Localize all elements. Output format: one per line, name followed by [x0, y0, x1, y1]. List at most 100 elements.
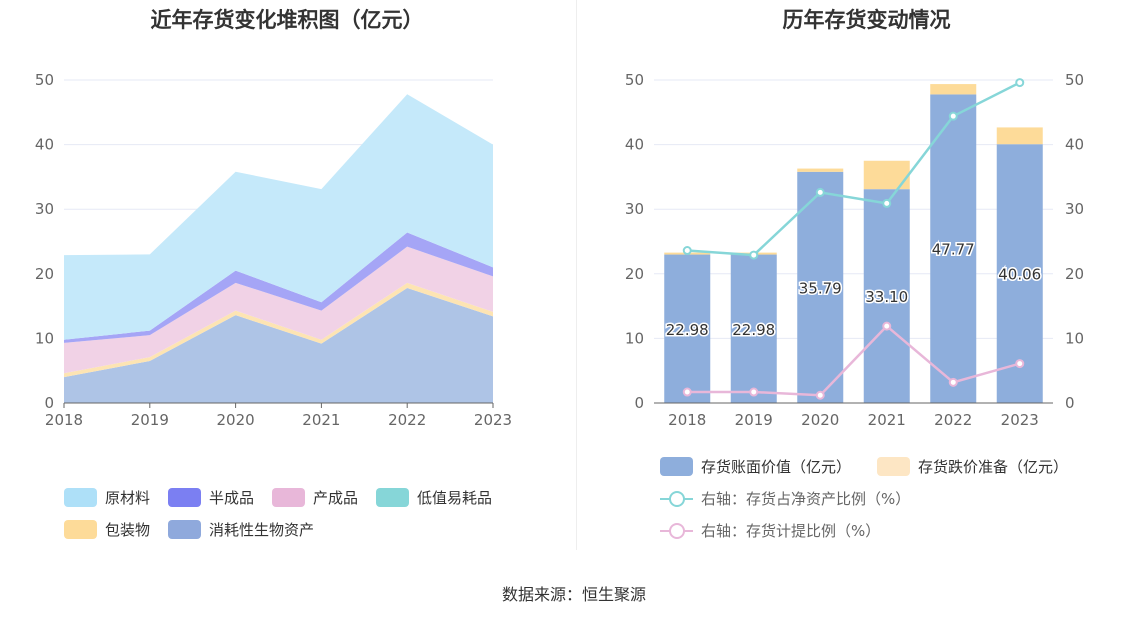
left-y-tick-0: 0 — [44, 394, 54, 412]
legend-marker — [669, 491, 685, 507]
right-y-left-tick-0: 0 — [634, 394, 644, 412]
right-y-right-tick-20: 20 — [1065, 265, 1084, 283]
bar-value-label-2022: 47.77 — [932, 241, 975, 259]
right-y-right-tick-40: 40 — [1065, 136, 1084, 154]
legend-label: 存货账面价值（亿元） — [701, 458, 852, 476]
left-y-tick-30: 30 — [35, 200, 54, 218]
line-point-0-2021 — [882, 198, 892, 208]
bar-0-2022 — [930, 94, 977, 404]
right-x-tick-2020: 2020 — [801, 411, 839, 429]
right-y-left-tick-30: 30 — [625, 200, 644, 218]
legend-swatch — [64, 488, 97, 507]
right-y-right-tick-0: 0 — [1065, 394, 1075, 412]
right-x-tick-2019: 2019 — [735, 411, 773, 429]
line-point-1-2018 — [682, 387, 692, 397]
right-y-right-tick-30: 30 — [1065, 200, 1084, 218]
right-x-tick-2022: 2022 — [934, 411, 972, 429]
legend-label: 原材料 — [105, 489, 151, 507]
left-x-tick-2018: 2018 — [45, 411, 83, 429]
area-series-3 — [64, 246, 493, 374]
bar-1-2023 — [996, 127, 1043, 145]
left-y-tick-40: 40 — [35, 136, 54, 154]
legend-label: 低值易耗品 — [417, 489, 493, 507]
left-x-tick-2022: 2022 — [388, 411, 426, 429]
right-legend-item[interactable]: 右轴：存货占净资产比例（%） — [660, 488, 910, 509]
panel-divider — [576, 0, 577, 550]
legend-swatch — [877, 457, 910, 476]
line-point-0-2019 — [749, 250, 759, 260]
line-point-0-2022 — [948, 111, 958, 121]
line-point-1-2022 — [948, 377, 958, 387]
bar-0-2020 — [797, 171, 844, 403]
left-x-tick-2023: 2023 — [474, 411, 512, 429]
legend-swatch — [272, 488, 305, 507]
left-x-tick-2021: 2021 — [302, 411, 340, 429]
bar-value-label-2018: 22.98 — [666, 321, 709, 339]
legend-label: 产成品 — [313, 489, 359, 507]
bar-value-label-2019: 22.98 — [732, 321, 775, 339]
legend-swatch — [168, 520, 201, 539]
legend-swatch — [376, 488, 409, 507]
right-legend-item[interactable]: 存货跌价准备（亿元） — [877, 456, 1068, 477]
area-series-4 — [64, 232, 493, 343]
line-point-1-2023 — [1015, 359, 1025, 369]
bar-1-2022 — [930, 84, 977, 95]
area-series-5 — [64, 94, 493, 340]
left-legend-item[interactable]: 原材料 — [64, 487, 150, 508]
legend-label: 右轴：存货计提比例（%） — [701, 522, 881, 540]
line-point-0-2023 — [1015, 78, 1025, 88]
bar-1-2021 — [863, 160, 910, 190]
left-legend-item[interactable]: 低值易耗品 — [376, 487, 492, 508]
line-point-1-2020 — [815, 390, 825, 400]
line-series-0 — [687, 81, 1021, 257]
bar-value-label-2023: 40.06 — [998, 266, 1041, 284]
left-x-tick-2019: 2019 — [131, 411, 169, 429]
right-x-tick-2018: 2018 — [668, 411, 706, 429]
bar-0-2021 — [863, 189, 910, 403]
left-y-tick-10: 10 — [35, 329, 54, 347]
legend-swatch — [660, 521, 693, 540]
bar-1-2020 — [797, 168, 844, 172]
left-x-tick-2020: 2020 — [217, 411, 255, 429]
right-y-right-tick-50: 50 — [1065, 71, 1084, 89]
right-x-tick-2021: 2021 — [868, 411, 906, 429]
right-y-left-tick-50: 50 — [625, 71, 644, 89]
right-y-left-tick-10: 10 — [625, 329, 644, 347]
legend-swatch — [64, 520, 97, 539]
line-point-0-2020 — [815, 187, 825, 197]
right-y-left-tick-20: 20 — [625, 265, 644, 283]
legend-swatch — [660, 457, 693, 476]
line-point-0-2018 — [682, 246, 692, 256]
area-series-0 — [64, 288, 493, 403]
right-chart-title: 历年存货变动情况 — [782, 8, 951, 32]
legend-label: 存货跌价准备（亿元） — [918, 458, 1069, 476]
legend-label: 包装物 — [105, 521, 151, 539]
legend-label: 半成品 — [209, 489, 255, 507]
bar-value-label-2020: 35.79 — [799, 279, 842, 297]
area-series-1 — [64, 282, 493, 378]
right-y-right-tick-10: 10 — [1065, 329, 1084, 347]
right-legend-item[interactable]: 右轴：存货计提比例（%） — [660, 520, 880, 541]
bar-value-label-2021: 33.10 — [865, 288, 908, 306]
legend-label: 消耗性生物资产 — [209, 521, 315, 539]
line-point-1-2019 — [749, 387, 759, 397]
bar-0-2018 — [664, 254, 711, 403]
legend-swatch — [660, 489, 693, 508]
legend-marker — [669, 523, 685, 539]
line-series-1 — [687, 324, 1021, 397]
line-point-1-2021 — [882, 321, 892, 331]
left-y-tick-20: 20 — [35, 265, 54, 283]
left-legend-item[interactable]: 包装物 — [64, 519, 150, 540]
left-legend-item[interactable]: 产成品 — [272, 487, 358, 508]
left-legend-item[interactable]: 消耗性生物资产 — [168, 519, 314, 540]
right-legend-item[interactable]: 存货账面价值（亿元） — [660, 456, 851, 477]
right-x-tick-2023: 2023 — [1001, 411, 1039, 429]
right-y-left-tick-40: 40 — [625, 136, 644, 154]
left-y-tick-50: 50 — [35, 71, 54, 89]
left-chart-title: 近年存货变化堆积图（亿元） — [150, 8, 424, 32]
data-source: 数据来源：恒生聚源 — [501, 585, 646, 604]
bar-0-2019 — [730, 254, 777, 403]
left-legend-item[interactable]: 半成品 — [168, 487, 254, 508]
legend-swatch — [168, 488, 201, 507]
